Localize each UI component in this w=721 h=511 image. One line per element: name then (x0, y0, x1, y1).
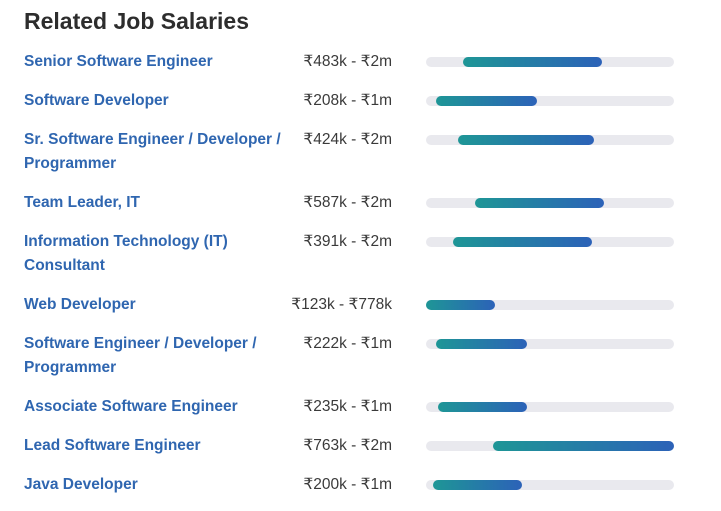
job-title-link[interactable]: Information Technology (IT) Consultant (24, 233, 228, 274)
salary-range: ₹391k - ₹2m (303, 233, 392, 250)
salary-range-bar (432, 480, 522, 490)
salary-range-bar (475, 198, 605, 208)
job-title-link[interactable]: Java Developer (24, 476, 138, 493)
salary-range-bar (492, 441, 674, 451)
job-title-link[interactable]: Software Developer (24, 92, 169, 109)
salary-range: ₹123k - ₹778k (291, 296, 392, 313)
salary-range: ₹200k - ₹1m (303, 476, 392, 493)
job-title-link[interactable]: Team Leader, IT (24, 194, 141, 211)
job-title-link[interactable]: Lead Software Engineer (24, 437, 201, 454)
job-title-link[interactable]: Associate Software Engineer (24, 398, 238, 415)
salary-range-track (426, 480, 674, 490)
salary-range-bar (462, 57, 603, 67)
salary-range-track (426, 57, 674, 67)
section-title: Related Job Salaries (24, 8, 249, 34)
salary-range-bar (426, 300, 495, 310)
salary-range: ₹208k - ₹1m (303, 92, 392, 109)
salary-range: ₹587k - ₹2m (303, 194, 392, 211)
salary-range-track (426, 237, 674, 247)
job-title-link[interactable]: Sr. Software Engineer / Developer / Prog… (24, 131, 281, 172)
salary-range-track (426, 96, 674, 106)
salary-range-track (426, 441, 674, 451)
salary-range-bar (453, 237, 592, 247)
salary-range-track (426, 339, 674, 349)
salary-range-track (426, 135, 674, 145)
salary-range: ₹222k - ₹1m (303, 335, 392, 352)
salary-range-bar (457, 135, 594, 145)
salary-range: ₹424k - ₹2m (303, 131, 392, 148)
job-title-link[interactable]: Web Developer (24, 296, 136, 313)
salary-range-track (426, 198, 674, 208)
salary-range: ₹235k - ₹1m (303, 398, 392, 415)
salary-range-bar (435, 339, 527, 349)
job-title-link[interactable]: Software Engineer / Developer / Programm… (24, 335, 257, 376)
salary-range: ₹763k - ₹2m (303, 437, 392, 454)
salary-range-bar (435, 96, 538, 106)
job-title-link[interactable]: Senior Software Engineer (24, 53, 213, 70)
salary-range-bar (437, 402, 527, 412)
salary-range: ₹483k - ₹2m (303, 53, 392, 70)
salary-range-track (426, 300, 674, 310)
salary-range-track (426, 402, 674, 412)
